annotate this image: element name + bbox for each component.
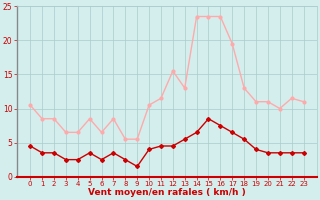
X-axis label: Vent moyen/en rafales ( km/h ): Vent moyen/en rafales ( km/h ) <box>88 188 246 197</box>
